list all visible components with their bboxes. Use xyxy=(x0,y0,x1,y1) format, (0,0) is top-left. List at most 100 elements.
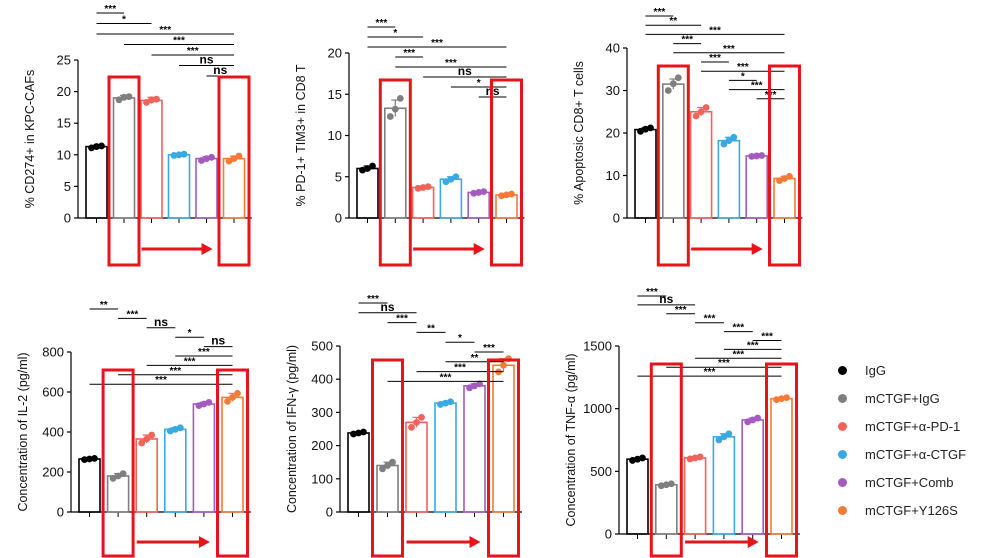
legend-item: IgG xyxy=(838,356,966,384)
chart-panel: 0 200 400 600 800 Concentration of IL-2 (pg/m… xyxy=(16,300,251,558)
data-point xyxy=(414,184,422,192)
data-point xyxy=(389,458,396,466)
legend-label: mCTGF+α-CTGF xyxy=(865,446,967,462)
data-point xyxy=(452,173,460,181)
data-point xyxy=(754,414,762,422)
significance-label: * xyxy=(458,333,462,344)
significance-label: *** xyxy=(159,25,171,36)
data-point xyxy=(715,436,723,444)
y-axis-label: Concentration of TNF-α (pg/ml) xyxy=(564,353,578,526)
trend-arrowhead xyxy=(751,243,763,255)
bar xyxy=(195,157,218,219)
significance-label: *** xyxy=(681,35,693,46)
legend-item: mCTGF+α-CTGF xyxy=(838,440,966,468)
bar xyxy=(654,483,678,535)
significance-label: *** xyxy=(675,305,687,316)
data-point xyxy=(508,190,515,198)
data-point xyxy=(702,104,710,111)
significance-label: ns xyxy=(211,334,225,348)
bar xyxy=(467,191,491,219)
data-point xyxy=(98,142,105,150)
significance-label: *** xyxy=(654,7,666,18)
data-point xyxy=(447,398,454,406)
bar xyxy=(626,458,649,535)
data-point xyxy=(148,96,155,104)
significance-label: *** xyxy=(454,363,466,374)
data-point xyxy=(396,94,404,102)
significance-label: ns xyxy=(154,315,168,329)
data-point xyxy=(153,95,160,103)
bar xyxy=(106,475,130,513)
significance-label: *** xyxy=(184,356,196,367)
legend-swatch-icon xyxy=(838,365,847,375)
significance-label: ** xyxy=(100,300,108,311)
significance-label: *** xyxy=(396,314,408,325)
significance-label: * xyxy=(188,328,192,339)
data-point xyxy=(386,113,394,120)
data-point xyxy=(230,155,238,162)
highlight-box xyxy=(656,64,690,267)
bar xyxy=(434,402,457,513)
significance-label: *** xyxy=(376,18,388,29)
significance-label: ns xyxy=(458,64,472,78)
y-axis-label: % CD274+ in KPC-CAFs xyxy=(23,70,37,209)
legend-label: mCTGF+α-PD-1 xyxy=(865,418,961,434)
y-tick-label: 300 xyxy=(311,405,333,420)
data-point xyxy=(225,157,233,165)
legend-label: mCTGF+Comb xyxy=(865,474,954,490)
bar xyxy=(140,99,163,219)
data-point xyxy=(234,390,241,397)
significance-label: * xyxy=(122,15,126,26)
data-point xyxy=(235,152,243,160)
highlight-box xyxy=(490,78,523,267)
trend-arrowhead xyxy=(473,243,485,255)
data-point xyxy=(480,188,488,196)
bar xyxy=(683,457,707,535)
legend-item: mCTGF+Y126S xyxy=(838,496,966,524)
data-point xyxy=(720,140,728,148)
data-point xyxy=(143,98,150,106)
significance-label: *** xyxy=(483,343,495,354)
data-point xyxy=(93,143,100,150)
data-point xyxy=(647,124,654,132)
significance-label: *** xyxy=(198,347,210,358)
data-point xyxy=(730,133,738,141)
y-tick-label: 600 xyxy=(42,385,64,400)
data-point xyxy=(120,93,128,101)
y-tick-label: 25 xyxy=(57,53,71,68)
chart-panel: 0 500 1000 1500 Concentration of TNF-α (pg/m… xyxy=(564,287,800,558)
data-point xyxy=(143,435,151,443)
legend-item: mCTGF+Comb xyxy=(838,468,966,496)
trend-arrowhead xyxy=(198,536,210,548)
bar xyxy=(773,177,796,219)
legend-swatch-icon xyxy=(838,449,847,459)
significance-label: *** xyxy=(709,53,721,64)
data-point xyxy=(725,137,733,145)
legend-swatch-icon xyxy=(838,477,847,487)
bar xyxy=(85,145,108,219)
data-point xyxy=(758,152,766,159)
y-axis-label: % Apoptosic CD8+ T cells xyxy=(572,61,586,205)
bar xyxy=(383,107,407,219)
bar xyxy=(347,432,370,513)
significance-label: *** xyxy=(723,44,735,55)
y-tick-label: 20 xyxy=(606,126,620,141)
bar xyxy=(712,436,736,535)
data-point xyxy=(148,431,156,439)
significance-label: *** xyxy=(718,358,730,369)
significance-label: *** xyxy=(732,323,744,334)
y-tick-label: 1500 xyxy=(583,339,612,354)
data-point xyxy=(639,454,646,462)
data-point xyxy=(379,465,386,473)
data-point xyxy=(696,453,704,461)
y-tick-label: 10 xyxy=(328,128,342,143)
data-point xyxy=(475,189,483,196)
bar xyxy=(439,178,463,219)
legend-item: mCTGF+IgG xyxy=(838,384,966,412)
data-point xyxy=(498,192,505,200)
significance-label: ** xyxy=(427,323,435,334)
bar xyxy=(135,438,158,513)
y-tick-label: 400 xyxy=(311,372,333,387)
significance-label: *** xyxy=(403,48,415,59)
